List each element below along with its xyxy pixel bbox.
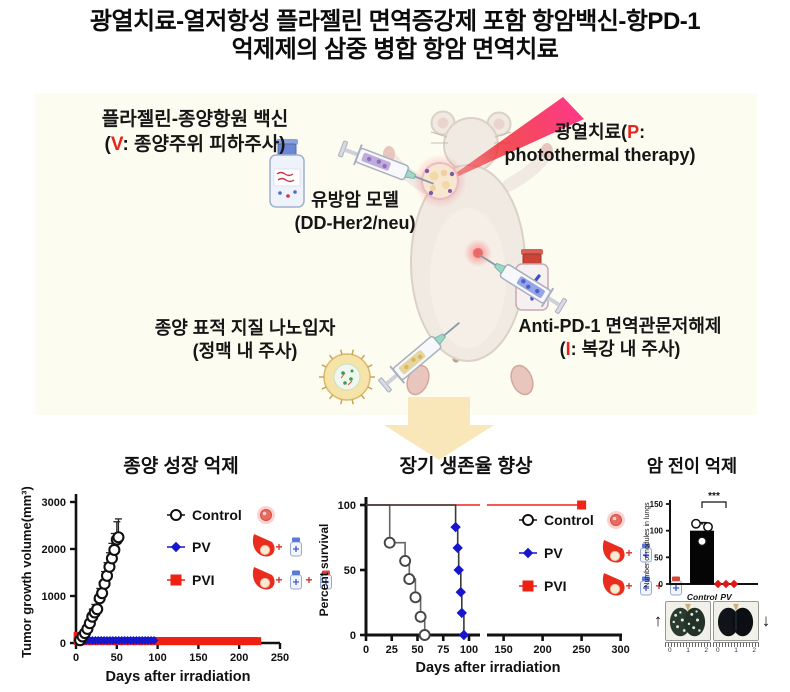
svg-text:0: 0 (659, 580, 664, 589)
svg-text:100: 100 (650, 527, 664, 536)
title-line1: 광열치료-열저항성 플라젤린 면역증강제 포함 항암백신-항PD-1 (89, 8, 701, 35)
pv-lung-image (717, 603, 754, 637)
schematic-panel: 플라젤린-종양항원 백신 (V: 종양주위 피하주사) 유방암 모델 (DD-H… (35, 93, 757, 415)
down-arrow-icon: ↓ (761, 611, 771, 630)
svg-text:+: + (655, 579, 662, 593)
figure-title: 광열치료-열저항성 플라젤린 면역증강제 포함 항암백신-항PD-1 억제제의 삼… (0, 8, 790, 64)
svg-text:Tumor growth volume(mm³): Tumor growth volume(mm³) (19, 486, 34, 658)
svg-text:Number of nodules in lungs: Number of nodules in lungs (644, 502, 651, 588)
ptt-code: P (627, 122, 640, 142)
svg-text:+: + (305, 573, 312, 587)
laser-beam (439, 97, 584, 185)
anti-pd1-label: Anti-PD-1 면역관문저해제 (I: 복강 내 주사) (518, 316, 722, 359)
svg-text:Days after irradiation: Days after irradiation (105, 669, 250, 685)
treatment-schematic (269, 97, 584, 405)
mouse-paw-right (541, 143, 553, 159)
svg-text:PVI: PVI (544, 578, 567, 594)
vaccine-label: 플라젤린-종양항원 백신 (V: 종양주위 피하주사) (45, 107, 345, 157)
svg-text:50: 50 (411, 644, 423, 656)
svg-text:Percent survival: Percent survival (317, 524, 331, 617)
svg-text:***: *** (708, 491, 720, 502)
syringe-icon (338, 140, 434, 185)
svg-text:PV: PV (192, 539, 211, 555)
vaccine-label-line1: 플라젤린-종양항원 백신 (101, 109, 289, 130)
svg-text:150: 150 (650, 500, 664, 509)
nanoparticle-icon (323, 353, 371, 401)
mouse-foot-right (510, 364, 534, 396)
treated-spot (464, 239, 492, 267)
svg-text:1000: 1000 (42, 591, 66, 603)
vaccine-code: V (110, 134, 123, 155)
svg-text:+: + (625, 579, 632, 593)
svg-text:Control: Control (192, 507, 242, 523)
control-lung-image (669, 603, 706, 637)
mouse-foot-left (406, 364, 430, 396)
ruler (665, 642, 711, 647)
nanoparticle-label: 종양 표적 지질 나노입자 (정맥 내 주사) (154, 318, 336, 361)
svg-text:PV: PV (544, 545, 563, 561)
vaccine-label-line2: (V: 종양주위 피하주사) (104, 134, 286, 155)
svg-text:종양 성장 억제: 종양 성장 억제 (123, 455, 238, 477)
svg-text:PVI: PVI (192, 572, 215, 588)
pd1-code: I (565, 339, 571, 359)
tumor-growth-chart: 종양 성장 억제 0 1000 2000 3000 0 50 100 150 200 250 Days… (19, 455, 332, 685)
svg-text:100: 100 (148, 652, 166, 664)
ruler (713, 642, 759, 647)
metastasis-nodules (672, 610, 701, 632)
svg-text:0: 0 (350, 630, 356, 642)
svg-text:0: 0 (363, 644, 369, 656)
tumor (413, 154, 467, 208)
svg-text:장기 생존율 향상: 장기 생존율 향상 (400, 455, 533, 477)
svg-text:50: 50 (111, 652, 123, 664)
svg-text:100: 100 (460, 644, 478, 656)
survival-chart: 장기 생존율 향상 0 50 100 0 25 50 75 100 150 200 250 300 Day… (317, 455, 682, 676)
svg-text:50: 50 (654, 553, 663, 562)
svg-text:Control: Control (687, 592, 718, 602)
svg-text:3000: 3000 (42, 497, 66, 509)
svg-text:0: 0 (73, 652, 79, 664)
svg-text:250: 250 (271, 652, 289, 664)
svg-text:150: 150 (494, 644, 512, 656)
svg-text:25: 25 (386, 644, 398, 656)
up-arrow-icon: ↑ (653, 611, 663, 630)
svg-text:200: 200 (230, 652, 248, 664)
svg-text:300: 300 (611, 644, 629, 656)
title-line2: 억제제의 삼중 병합 항암 면역치료 (231, 36, 559, 63)
svg-text:암 전이 억제: 암 전이 억제 (647, 456, 737, 476)
svg-text:50: 50 (344, 565, 356, 577)
svg-text:75: 75 (437, 644, 449, 656)
svg-text:150: 150 (189, 652, 207, 664)
svg-text:Control: Control (544, 512, 594, 528)
photothermal-label: 광열치료(P: photothermal therapy) (504, 122, 696, 165)
svg-text:PV: PV (720, 592, 733, 602)
down-arrow-icon (384, 397, 494, 460)
svg-text:200: 200 (533, 644, 551, 656)
syringe-icon (478, 253, 568, 314)
tumor-model-label: 유방암 모델 (DD-Her2/neu) (294, 190, 416, 233)
svg-text:250: 250 (572, 644, 590, 656)
syringe-icon (378, 321, 460, 393)
vaccine-vial-icon (269, 139, 305, 208)
svg-text:0: 0 (60, 638, 66, 650)
svg-text:+: + (625, 546, 632, 560)
svg-text:+: + (275, 540, 282, 554)
svg-text:Days after irradiation: Days after irradiation (415, 660, 560, 676)
svg-text:100: 100 (338, 500, 356, 512)
svg-text:+: + (275, 573, 282, 587)
svg-text:2000: 2000 (42, 544, 66, 556)
